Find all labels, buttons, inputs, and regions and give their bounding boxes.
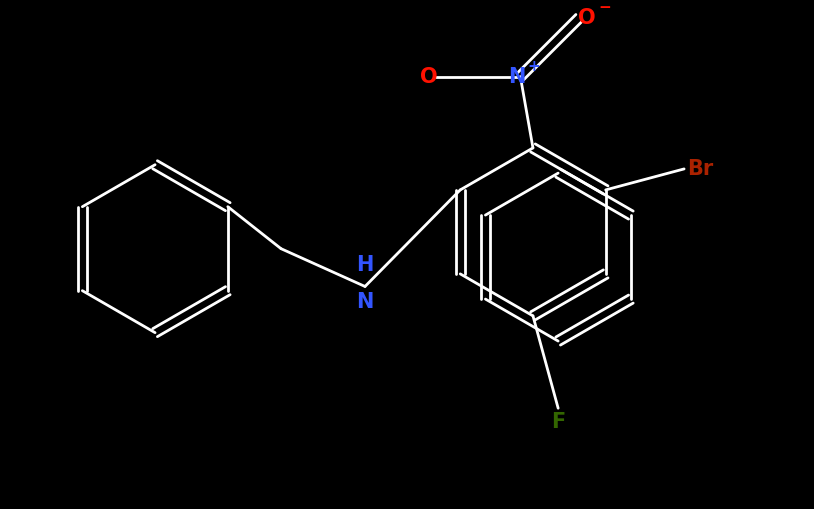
Text: O: O xyxy=(420,67,437,87)
Text: Br: Br xyxy=(687,159,713,179)
Text: +: + xyxy=(527,59,540,74)
Text: O: O xyxy=(578,8,596,28)
Text: H: H xyxy=(357,254,374,275)
Text: −: − xyxy=(598,1,611,15)
Text: F: F xyxy=(551,412,565,432)
Text: N: N xyxy=(357,292,374,313)
Text: N: N xyxy=(508,67,525,87)
